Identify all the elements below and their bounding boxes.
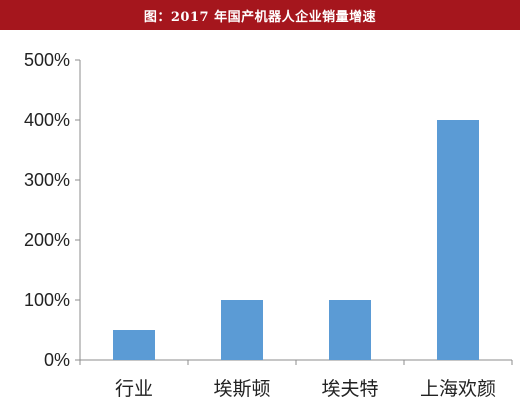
y-tick-label: 500% [24, 50, 70, 70]
bar [329, 300, 371, 360]
bar [113, 330, 155, 360]
y-tick-label: 200% [24, 230, 70, 250]
bar [221, 300, 263, 360]
y-tick-label: 100% [24, 290, 70, 310]
y-tick-label: 400% [24, 110, 70, 130]
y-tick-label: 300% [24, 170, 70, 190]
y-tick-label: 0% [44, 350, 70, 370]
chart-title: 图：2017 年国产机器人企业销量增速 [0, 0, 520, 30]
x-category-label: 埃夫特 [321, 378, 378, 400]
bar [437, 120, 479, 360]
x-category-label: 埃斯顿 [213, 378, 270, 400]
x-category-label: 行业 [115, 378, 153, 400]
x-category-label: 上海欢颜 [420, 378, 496, 400]
